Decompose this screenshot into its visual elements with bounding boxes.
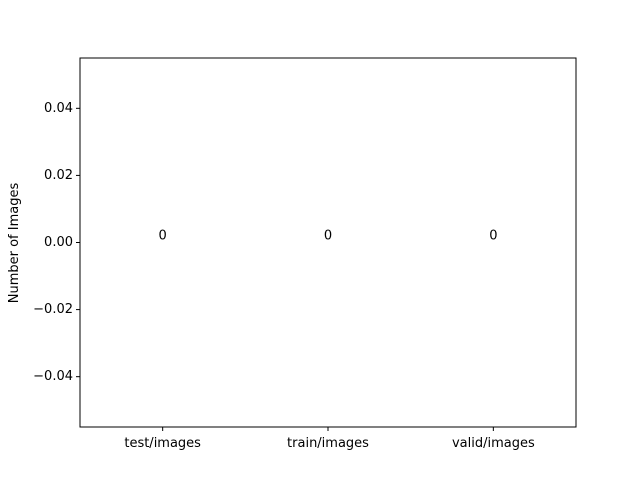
plot-area	[80, 58, 576, 427]
x-tick-label: valid/images	[452, 436, 535, 451]
y-tick-label: 0.04	[44, 101, 73, 116]
x-tick-label: test/images	[124, 436, 201, 451]
y-tick-label: −0.04	[33, 369, 73, 384]
plot-border	[79, 57, 577, 428]
data-label: 0	[489, 229, 497, 244]
y-tick-label: 0.00	[44, 235, 73, 250]
x-axis: test/images train/images valid/images	[124, 427, 535, 451]
y-axis-title: Number of Images	[7, 183, 22, 304]
plot-frame	[79, 57, 577, 428]
data-label: 0	[159, 229, 167, 244]
y-tick-label: 0.02	[44, 168, 73, 183]
plot-background	[80, 58, 576, 427]
y-tick-label: −0.02	[33, 302, 73, 317]
data-label: 0	[324, 229, 332, 244]
data-labels: 0 0 0	[159, 229, 498, 244]
y-axis: −0.04 −0.02 0.00 0.02 0.04	[33, 101, 80, 384]
x-tick-label: train/images	[287, 436, 369, 451]
